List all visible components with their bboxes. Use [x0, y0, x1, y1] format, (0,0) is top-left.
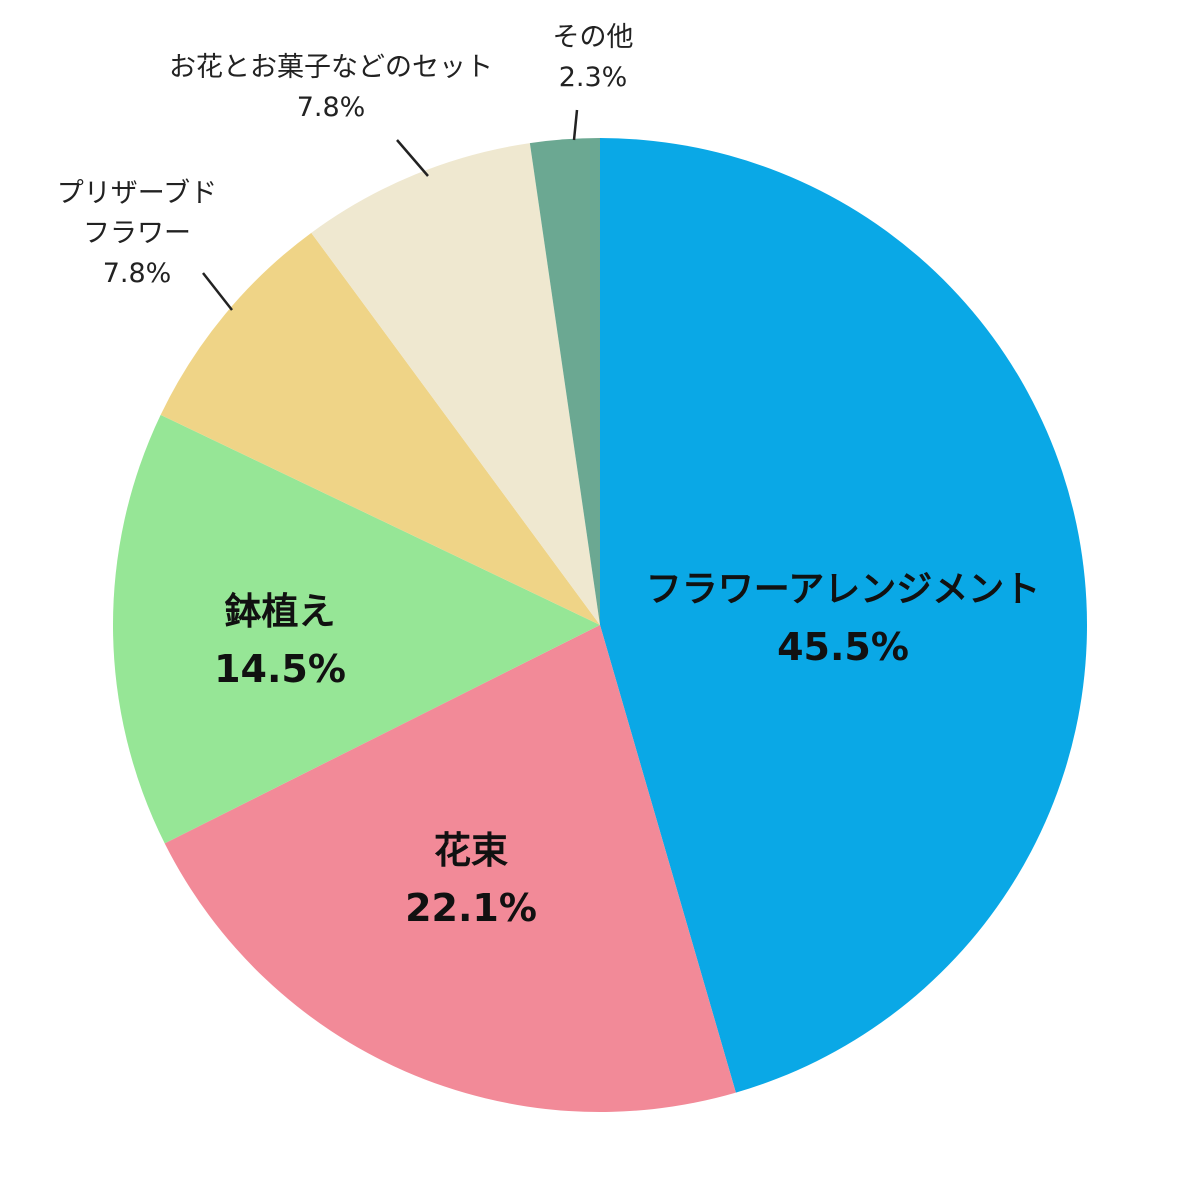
- slice-name: その他: [552, 22, 634, 53]
- slice-label-bouquet: 花束 22.1%: [405, 823, 537, 937]
- pie-slices: [112, 138, 1088, 1112]
- slice-percent: 14.5%: [214, 647, 346, 691]
- slice-label-flower-sweets-set: お花とお菓子などのセット 7.8%: [169, 48, 493, 128]
- slice-name: 花束: [434, 829, 508, 872]
- slice-percent: 2.3%: [558, 62, 628, 93]
- slice-name-line1: プリザーブド: [56, 178, 218, 209]
- pie-slice-5: [529, 138, 600, 625]
- slice-label-flower-arrangement: フラワーアレンジメント 45.5%: [646, 562, 1041, 676]
- slice-percent: 7.8%: [296, 92, 366, 123]
- leader-line-set: [396, 139, 429, 177]
- slice-name-line2: フラワー: [82, 218, 191, 249]
- slice-label-potted-plant: 鉢植え 14.5%: [214, 584, 346, 698]
- slice-percent: 22.1%: [405, 886, 537, 930]
- slice-percent: 7.8%: [102, 258, 172, 289]
- pie-slice-0: [600, 138, 1088, 1093]
- slice-label-other: その他 2.3%: [553, 18, 634, 98]
- slice-percent: 45.5%: [777, 625, 909, 669]
- leader-lines: [202, 109, 579, 311]
- pie-slice-1: [164, 625, 736, 1112]
- pie-slice-3: [160, 232, 600, 625]
- pie-slice-4: [311, 143, 600, 626]
- leader-line-preserved: [202, 272, 233, 311]
- slice-name: 鉢植え: [224, 590, 336, 633]
- slice-label-preserved-flower: プリザーブド フラワー 7.8%: [57, 174, 217, 294]
- pie-slice-2: [112, 414, 601, 844]
- leader-line-other: [572, 109, 579, 141]
- slice-name: フラワーアレンジメント: [645, 569, 1041, 610]
- slice-name: お花とお菓子などのセット: [169, 52, 493, 83]
